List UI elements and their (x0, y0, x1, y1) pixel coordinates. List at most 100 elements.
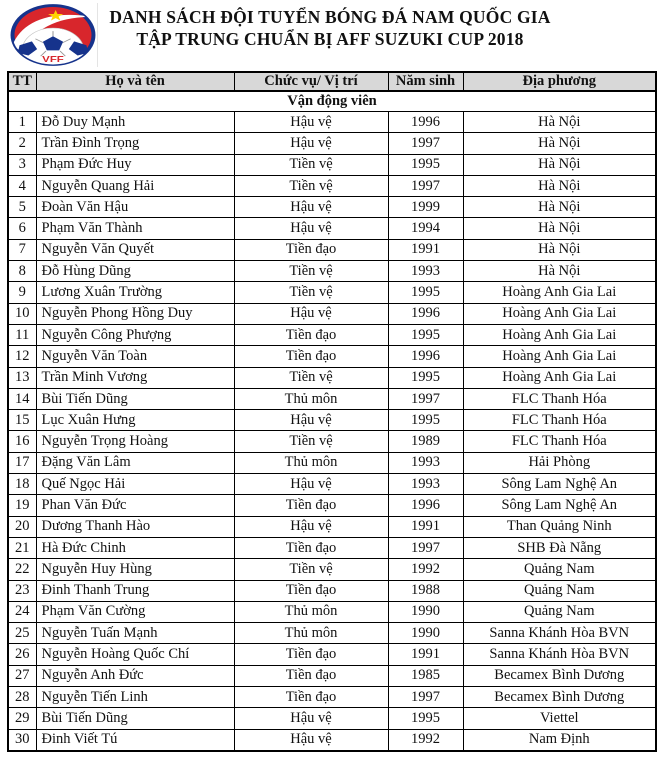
cell-name: Phan Văn Đức (35, 494, 235, 517)
cell-name: Lương Xuân Trường (35, 281, 235, 304)
table-row: 20 Dương Thanh Hào Hậu vệ 1991 Than Quản… (7, 515, 657, 538)
title-line-1: DANH SÁCH ĐỘI TUYỂN BÓNG ĐÁ NAM QUỐC GIA (109, 7, 551, 27)
table-row: 24 Phạm Văn Cường Thủ môn 1990 Quảng Nam (7, 600, 657, 624)
cell-position: Hậu vệ (233, 217, 389, 240)
cell-name: Bùi Tiến Dũng (35, 707, 235, 730)
table-row: 19 Phan Văn Đức Tiền đạo 1996 Sông Lam N… (7, 494, 657, 517)
cell-name: Nguyễn Văn Quyết (35, 238, 235, 262)
cell-name: Phạm Văn Thành (35, 217, 235, 240)
cell-position: Hậu vệ (233, 707, 389, 730)
cell-position: Tiền vệ (233, 174, 389, 198)
cell-year: 1997 (387, 174, 464, 198)
cell-club: Quảng Nam (462, 600, 657, 624)
cell-name: Nguyễn Văn Toàn (35, 345, 235, 368)
cell-year: 1994 (387, 217, 464, 240)
cell-tt: 15 (7, 409, 37, 432)
cell-tt: 17 (7, 451, 37, 475)
cell-year: 1991 (387, 238, 464, 262)
cell-name: Nguyễn Quang Hải (35, 174, 235, 198)
table-row: 21 Hà Đức Chinh Tiền đạo 1997 SHB Đà Nẵn… (7, 536, 657, 560)
cell-year: 1995 (387, 323, 464, 347)
cell-tt: 8 (7, 260, 37, 283)
cell-year: 1995 (387, 366, 464, 389)
table-row: 13 Trần Minh Vương Tiền vệ 1995 Hoàng An… (7, 366, 657, 389)
cell-position: Thủ môn (233, 622, 389, 645)
document-title: DANH SÁCH ĐỘI TUYỂN BÓNG ĐÁ NAM QUỐC GIA… (0, 7, 660, 50)
table-row: 15 Lục Xuân Hưng Hậu vệ 1995 FLC Thanh H… (7, 409, 657, 432)
cell-tt: 11 (7, 323, 37, 347)
cell-tt: 10 (7, 302, 37, 325)
cell-name: Đinh Thanh Trung (35, 579, 235, 602)
cell-position: Tiền đạo (233, 238, 389, 262)
col-header-position: Chức vụ/ Vị trí (233, 71, 389, 92)
table-row: 23 Đinh Thanh Trung Tiền đạo 1988 Quảng … (7, 579, 657, 602)
table-row: 14 Bùi Tiến Dũng Thủ môn 1997 FLC Thanh … (7, 387, 657, 411)
cell-position: Tiền đạo (233, 323, 389, 347)
cell-year: 1995 (387, 409, 464, 432)
cell-year: 1985 (387, 664, 464, 688)
table-row: 1 Đỗ Duy Mạnh Hậu vệ 1996 Hà Nội (7, 110, 657, 134)
cell-year: 1996 (387, 110, 464, 134)
cell-name: Lục Xuân Hưng (35, 409, 235, 432)
cell-position: Tiền vệ (233, 281, 389, 304)
col-header-club: Địa phương (462, 71, 657, 92)
cell-club: Quảng Nam (462, 579, 657, 602)
cell-tt: 21 (7, 536, 37, 560)
cell-position: Tiền vệ (233, 260, 389, 283)
table-row: 12 Nguyễn Văn Toàn Tiền đạo 1996 Hoàng A… (7, 345, 657, 368)
cell-club: Hà Nội (462, 238, 657, 262)
cell-name: Đoàn Văn Hậu (35, 196, 235, 219)
table-row: 11 Nguyễn Công Phượng Tiền đạo 1995 Hoàn… (7, 323, 657, 347)
cell-tt: 24 (7, 600, 37, 624)
cell-club: Sông Lam Nghệ An (462, 473, 657, 496)
cell-position: Hậu vệ (233, 728, 389, 752)
table-row: 9 Lương Xuân Trường Tiền vệ 1995 Hoàng A… (7, 281, 657, 304)
section-row: Vận động viên (7, 90, 657, 112)
logo-pentagon-center (42, 36, 64, 51)
player-rows: 1 Đỗ Duy Mạnh Hậu vệ 1996 Hà Nội 2 Trần … (7, 110, 657, 752)
logo-vff-text: VFF (42, 55, 64, 64)
cell-year: 1999 (387, 196, 464, 219)
cell-position: Tiền vệ (233, 153, 389, 176)
cell-club: Hà Nội (462, 260, 657, 283)
table-row: 22 Nguyễn Huy Hùng Tiền vệ 1992 Quảng Na… (7, 558, 657, 581)
table-row: 27 Nguyễn Anh Đức Tiền đạo 1985 Becamex … (7, 664, 657, 688)
cell-name: Đỗ Hùng Dũng (35, 260, 235, 283)
cell-position: Tiền đạo (233, 579, 389, 602)
table-row: 7 Nguyễn Văn Quyết Tiền đạo 1991 Hà Nội (7, 238, 657, 262)
table-row: 16 Nguyễn Trọng Hoàng Tiền vệ 1989 FLC T… (7, 430, 657, 453)
cell-club: Hoàng Anh Gia Lai (462, 366, 657, 389)
cell-position: Hậu vệ (233, 196, 389, 219)
cell-name: Nguyễn Công Phượng (35, 323, 235, 347)
cell-club: FLC Thanh Hóa (462, 387, 657, 411)
table-row: 10 Nguyễn Phong Hồng Duy Hậu vệ 1996 Hoà… (7, 302, 657, 325)
table-row: 18 Quế Ngọc Hải Hậu vệ 1993 Sông Lam Ngh… (7, 473, 657, 496)
cell-club: Quảng Nam (462, 558, 657, 581)
cell-club: Hoàng Anh Gia Lai (462, 281, 657, 304)
cell-club: Hà Nội (462, 132, 657, 155)
cell-tt: 16 (7, 430, 37, 453)
cell-position: Hậu vệ (233, 110, 389, 134)
cell-year: 1990 (387, 622, 464, 645)
table-row: 17 Đặng Văn Lâm Thủ môn 1993 Hải Phòng (7, 451, 657, 475)
cell-club: Than Quảng Ninh (462, 515, 657, 538)
cell-club: Hà Nội (462, 196, 657, 219)
cell-year: 1995 (387, 707, 464, 730)
cell-tt: 12 (7, 345, 37, 368)
cell-year: 1996 (387, 302, 464, 325)
cell-year: 1993 (387, 260, 464, 283)
cell-name: Nguyễn Anh Đức (35, 664, 235, 688)
section-label: Vận động viên (7, 90, 657, 112)
cell-name: Dương Thanh Hào (35, 515, 235, 538)
cell-name: Nguyễn Trọng Hoàng (35, 430, 235, 453)
table-row: 26 Nguyễn Hoàng Quốc Chí Tiền đạo 1991 S… (7, 643, 657, 666)
cell-position: Tiền đạo (233, 345, 389, 368)
cell-position: Thủ môn (233, 387, 389, 411)
cell-position: Tiền vệ (233, 558, 389, 581)
logo-swoosh (12, 14, 94, 53)
cell-year: 1997 (387, 686, 464, 709)
cell-tt: 6 (7, 217, 37, 240)
cell-tt: 14 (7, 387, 37, 411)
cell-club: FLC Thanh Hóa (462, 409, 657, 432)
